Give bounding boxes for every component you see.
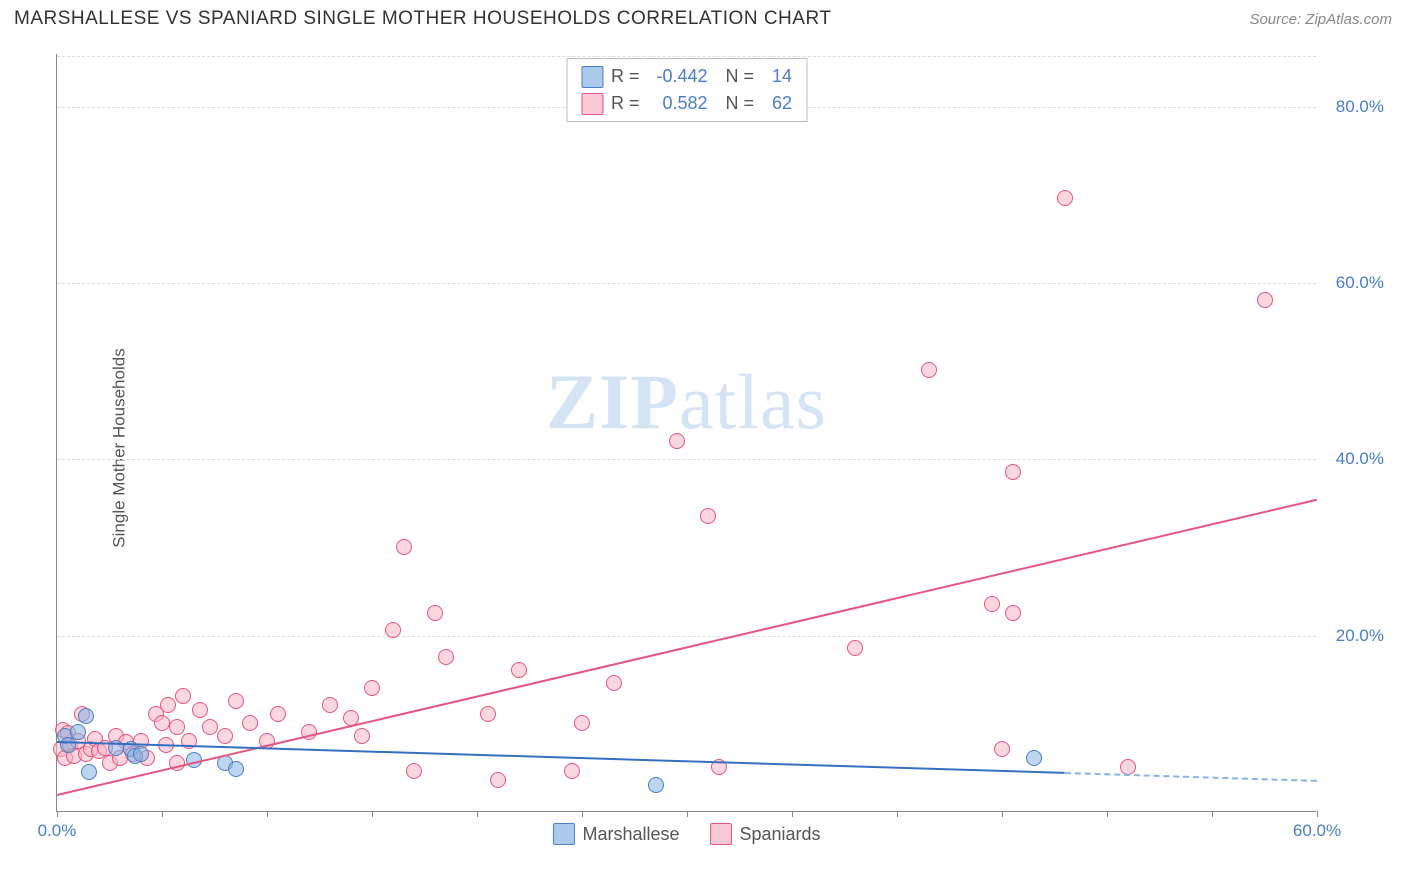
gridline-h — [57, 56, 1316, 57]
legend-r-value: -0.442 — [648, 63, 708, 90]
legend-n-label: N = — [726, 90, 755, 117]
legend-swatch — [581, 93, 603, 115]
data-point — [574, 715, 590, 731]
watermark-rest: atlas — [679, 358, 827, 445]
legend-row: R = 0.582 N = 62 — [581, 90, 792, 117]
y-tick-label: 20.0% — [1336, 626, 1384, 646]
x-tick — [1212, 811, 1213, 817]
gridline-h — [57, 636, 1316, 637]
data-point — [1026, 750, 1042, 766]
legend-label: Marshallese — [582, 824, 679, 845]
x-tick — [792, 811, 793, 817]
data-point — [438, 649, 454, 665]
gridline-h — [57, 283, 1316, 284]
data-point — [217, 728, 233, 744]
data-point — [700, 508, 716, 524]
data-point — [396, 539, 412, 555]
data-point — [228, 761, 244, 777]
data-point — [70, 724, 86, 740]
data-point — [354, 728, 370, 744]
legend-swatch — [552, 823, 574, 845]
watermark-bold: ZIP — [546, 358, 679, 445]
data-point — [984, 596, 1000, 612]
legend-r-value: 0.582 — [648, 90, 708, 117]
data-point — [81, 764, 97, 780]
x-tick — [687, 811, 688, 817]
x-tick — [57, 811, 58, 817]
data-point — [480, 706, 496, 722]
data-point — [606, 675, 622, 691]
data-point — [921, 362, 937, 378]
trend-line — [1065, 772, 1317, 782]
data-point — [564, 763, 580, 779]
chart-container: Single Mother Households ZIPatlas R =-0.… — [48, 54, 1392, 842]
watermark: ZIPatlas — [546, 357, 827, 447]
plot-area: ZIPatlas R =-0.442N =14R =0.582N =62 Mar… — [56, 54, 1316, 812]
legend-label: Spaniards — [739, 824, 820, 845]
data-point — [270, 706, 286, 722]
data-point — [1120, 759, 1136, 775]
trend-line — [57, 499, 1317, 796]
data-point — [169, 719, 185, 735]
chart-title: MARSHALLESE VS SPANIARD SINGLE MOTHER HO… — [14, 8, 831, 30]
data-point — [133, 746, 149, 762]
x-tick — [267, 811, 268, 817]
data-point — [202, 719, 218, 735]
data-point — [364, 680, 380, 696]
data-point — [60, 737, 76, 753]
source-label: Source: ZipAtlas.com — [1249, 11, 1392, 28]
x-tick — [162, 811, 163, 817]
legend-n-label: N = — [726, 63, 755, 90]
legend-item: Marshallese — [552, 823, 679, 845]
data-point — [192, 702, 208, 718]
x-tick — [1317, 811, 1318, 817]
y-tick-label: 80.0% — [1336, 97, 1384, 117]
data-point — [490, 772, 506, 788]
data-point — [242, 715, 258, 731]
x-tick — [477, 811, 478, 817]
data-point — [1005, 605, 1021, 621]
y-tick-label: 40.0% — [1336, 449, 1384, 469]
data-point — [511, 662, 527, 678]
data-point — [78, 708, 94, 724]
data-point — [648, 777, 664, 793]
x-tick — [1107, 811, 1108, 817]
data-point — [154, 715, 170, 731]
legend-r-label: R = — [611, 63, 640, 90]
legend-n-value: 62 — [762, 90, 792, 117]
x-tick — [372, 811, 373, 817]
legend-swatch — [709, 823, 731, 845]
x-tick — [897, 811, 898, 817]
data-point — [1057, 190, 1073, 206]
y-tick-label: 60.0% — [1336, 273, 1384, 293]
data-point — [847, 640, 863, 656]
data-point — [175, 688, 191, 704]
legend-n-value: 14 — [762, 63, 792, 90]
x-tick-label: 60.0% — [1293, 821, 1341, 841]
data-point — [385, 622, 401, 638]
legend-item: Spaniards — [709, 823, 820, 845]
x-tick — [1002, 811, 1003, 817]
data-point — [1005, 464, 1021, 480]
data-point — [427, 605, 443, 621]
x-tick — [582, 811, 583, 817]
legend-row: R = -0.442 N = 14 — [581, 63, 792, 90]
data-point — [160, 697, 176, 713]
data-point — [669, 433, 685, 449]
data-point — [322, 697, 338, 713]
legend-correlation: R = -0.442 N = 14 R = 0.582 N = 62 — [566, 58, 807, 122]
data-point — [406, 763, 422, 779]
legend-series: Marshallese Spaniards — [552, 823, 820, 845]
data-point — [1257, 292, 1273, 308]
legend-r-label: R = — [611, 90, 640, 117]
x-tick-label: 0.0% — [38, 821, 77, 841]
data-point — [994, 741, 1010, 757]
data-point — [228, 693, 244, 709]
gridline-h — [57, 459, 1316, 460]
legend-swatch — [581, 66, 603, 88]
